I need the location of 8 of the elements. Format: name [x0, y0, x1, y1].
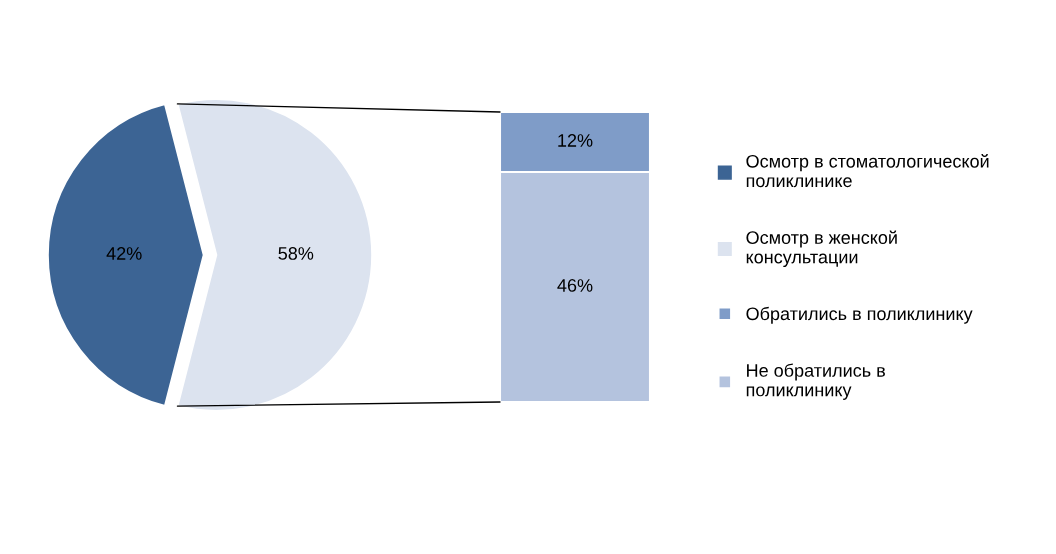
data-label: 42% — [106, 247, 142, 260]
legend-label: Обратились в поликлинику — [746, 306, 973, 324]
legend-label: Не обратились в поликлинику — [746, 363, 885, 400]
legend-label: Осмотр в женской консультации — [746, 230, 897, 268]
data-label: 46% — [557, 279, 593, 292]
data-label: 12% — [558, 134, 593, 147]
data-label: 58% — [278, 247, 314, 260]
legend-label: Осмотр в стоматологической поликлинике — [746, 154, 989, 188]
